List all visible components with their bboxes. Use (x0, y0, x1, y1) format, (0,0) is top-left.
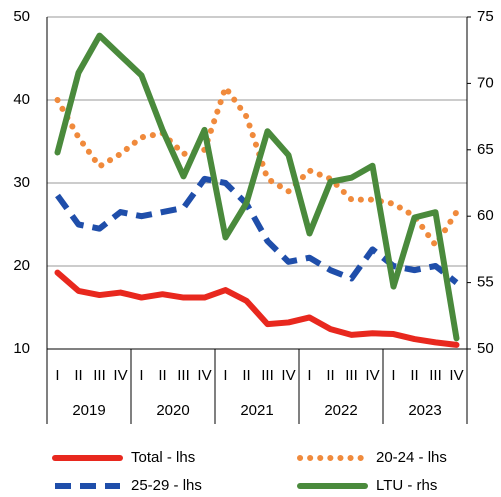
y-tick-label: 50 (13, 8, 30, 25)
x-group-label: 2022 (324, 402, 357, 419)
y-tick-label: 10 (13, 340, 30, 357)
legend-label: Total - lhs (131, 449, 195, 466)
y-tick-label: 30 (13, 174, 30, 191)
legend-label: 25-29 - lhs (131, 477, 202, 494)
x-tick-label: II (242, 367, 250, 384)
x-tick-label: II (74, 367, 82, 384)
x-tick-label: I (223, 367, 227, 384)
y2-tick-label: 75 (477, 8, 494, 25)
x-group-label: 2021 (240, 402, 273, 419)
y2-tick-label: 55 (477, 274, 494, 291)
x-group-label: 2019 (72, 402, 105, 419)
x-tick-label: IV (197, 367, 211, 384)
x-tick-label: III (177, 367, 190, 384)
legend-label: LTU - rhs (376, 477, 437, 494)
y-tick-label: 20 (13, 257, 30, 274)
x-tick-label: III (261, 367, 274, 384)
x-group-label: 2023 (408, 402, 441, 419)
x-tick-label: IV (449, 367, 463, 384)
y2-tick-label: 65 (477, 141, 494, 158)
x-group-label: 2020 (156, 402, 189, 419)
series-line (54, 84, 460, 249)
x-tick-label: IV (281, 367, 295, 384)
x-tick-label: IV (113, 367, 127, 384)
y-tick-label: 40 (13, 91, 30, 108)
x-tick-label: III (345, 367, 358, 384)
series-line (54, 269, 460, 348)
x-tick-label: II (158, 367, 166, 384)
x-tick-label: II (410, 367, 418, 384)
y2-tick-label: 60 (477, 207, 494, 224)
legend-label: 20-24 - lhs (376, 449, 447, 466)
y2-tick-label: 70 (477, 74, 494, 91)
x-tick-label: IV (365, 367, 379, 384)
series-line (54, 32, 460, 342)
x-tick-label: III (93, 367, 106, 384)
y2-tick-label: 50 (477, 340, 494, 357)
x-tick-label: III (429, 367, 442, 384)
x-tick-label: I (391, 367, 395, 384)
x-tick-label: II (326, 367, 334, 384)
x-tick-label: I (139, 367, 143, 384)
x-tick-label: I (55, 367, 59, 384)
x-tick-label: I (307, 367, 311, 384)
